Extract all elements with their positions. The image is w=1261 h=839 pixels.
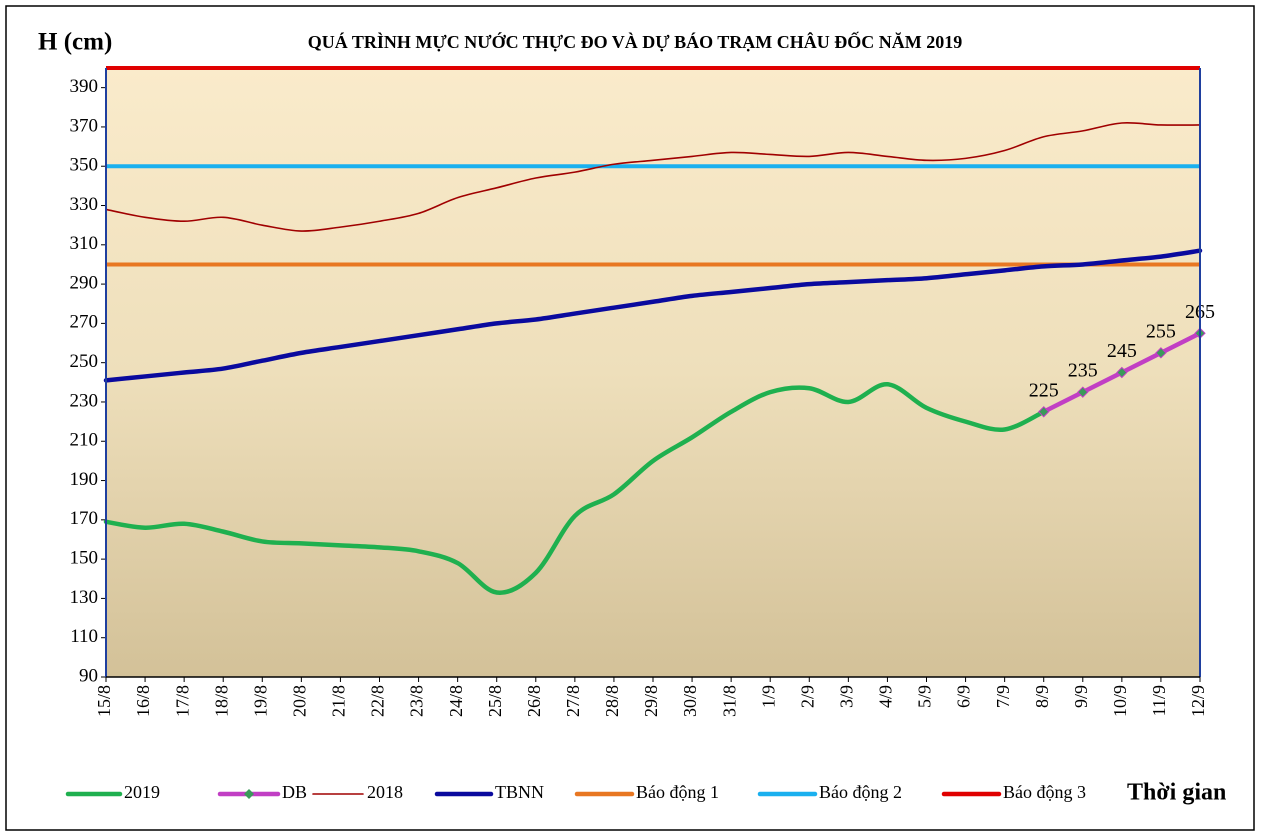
y-tick-label: 270: [70, 312, 99, 333]
y-tick-label: 130: [70, 587, 99, 608]
y-tick-label: 290: [70, 272, 99, 293]
data-label: 255: [1146, 320, 1176, 342]
y-tick-label: 170: [70, 508, 99, 529]
x-tick-label: 5/9: [915, 685, 935, 708]
legend-label: Báo động 3: [1003, 782, 1086, 802]
x-tick-label: 18/8: [211, 685, 231, 717]
x-tick-label: 16/8: [133, 685, 153, 717]
x-tick-label: 21/8: [329, 685, 349, 717]
x-tick-label: 4/9: [876, 685, 896, 708]
x-tick-label: 3/9: [836, 685, 856, 708]
x-tick-label: 24/8: [446, 685, 466, 717]
x-tick-label: 12/9: [1188, 685, 1208, 717]
x-tick-label: 31/8: [719, 685, 739, 717]
y-tick-label: 370: [70, 115, 99, 136]
y-tick-label: 230: [70, 390, 99, 411]
x-tick-label: 30/8: [680, 685, 700, 717]
x-tick-label: 27/8: [563, 685, 583, 717]
y-tick-label: 90: [79, 665, 98, 686]
x-tick-label: 10/9: [1110, 685, 1130, 717]
y-tick-label: 210: [70, 430, 99, 451]
series-line: [105, 121, 1201, 232]
y-tick-label: 150: [70, 547, 99, 568]
x-tick-label: 9/9: [1071, 685, 1091, 708]
x-tick-label: 28/8: [602, 685, 622, 717]
x-tick-label: 26/8: [524, 685, 544, 717]
marker: [1077, 386, 1089, 398]
x-tick-label: 29/8: [641, 685, 661, 717]
legend-label: Báo động 2: [819, 782, 902, 802]
data-label: 245: [1107, 340, 1137, 362]
y-tick-label: 390: [70, 76, 99, 97]
legend-marker: [244, 789, 254, 799]
x-tick-label: 19/8: [250, 685, 270, 717]
x-axis-title: Thời gian: [1127, 780, 1226, 806]
legend-label: 2019: [124, 782, 160, 802]
y-tick-label: 350: [70, 155, 99, 176]
chart-title: QUÁ TRÌNH MỰC NƯỚC THỰC ĐO VÀ DỰ BÁO TRẠ…: [308, 31, 963, 52]
x-tick-label: 2/9: [797, 685, 817, 708]
x-tick-label: 7/9: [993, 685, 1013, 708]
legend-label: TBNN: [495, 782, 544, 802]
x-tick-label: 8/9: [1032, 685, 1052, 708]
x-tick-label: 1/9: [758, 685, 778, 708]
y-tick-label: 250: [70, 351, 99, 372]
legend-label: 2018: [367, 782, 403, 802]
y-tick-label: 310: [70, 233, 99, 254]
marker: [1038, 406, 1050, 418]
x-tick-label: 22/8: [368, 685, 388, 717]
marker: [1155, 347, 1167, 359]
legend-label: DB: [282, 782, 307, 802]
series-line: [103, 248, 1203, 383]
data-label: 235: [1068, 360, 1098, 382]
legend-label: Báo động 1: [636, 782, 719, 802]
y-axis-title: H (cm): [38, 29, 112, 56]
x-tick-label: 11/9: [1149, 685, 1169, 716]
marker: [1116, 366, 1128, 379]
y-tick-label: 330: [70, 194, 99, 215]
x-tick-label: 25/8: [485, 685, 505, 717]
data-label: 225: [1029, 379, 1059, 401]
x-tick-label: 17/8: [172, 685, 192, 717]
y-tick-label: 190: [70, 469, 99, 490]
x-tick-label: 23/8: [407, 685, 427, 717]
x-tick-label: 6/9: [954, 685, 974, 708]
x-tick-label: 15/8: [94, 685, 114, 717]
x-tick-label: 20/8: [289, 685, 309, 717]
plot-area: [106, 68, 1200, 677]
y-tick-label: 110: [70, 626, 98, 647]
series-line: [103, 382, 1046, 595]
